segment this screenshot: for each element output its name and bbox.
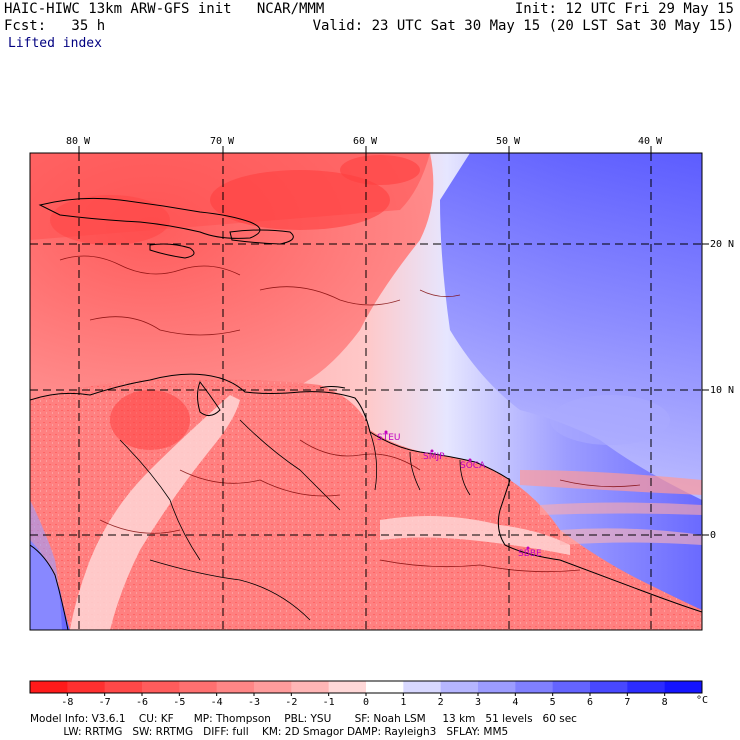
colorbar-swatch: [366, 681, 404, 693]
site-label: SOCA: [460, 461, 486, 471]
colorbar-swatch: [179, 681, 218, 693]
colorbar-label: -5: [173, 697, 186, 708]
colorbar-swatch: [67, 681, 106, 693]
graticule: [30, 153, 702, 630]
colorbar-label: 5: [549, 697, 556, 708]
lon-label: 70 W: [210, 136, 235, 147]
colorbar-swatch: [478, 681, 516, 693]
colorbar-label: 1: [400, 697, 407, 708]
init-time: Init: 12 UTC Fri 29 May 15: [514, 1, 734, 17]
site-marker: [526, 546, 530, 550]
forecast-hour: Fcst: 35 h: [4, 18, 106, 34]
axis-ticks: [78, 146, 709, 536]
colorbar-label: 4: [512, 697, 519, 708]
site-marker: [384, 430, 388, 434]
colorbar-label: -8: [61, 697, 74, 708]
coastlines: [30, 197, 702, 630]
colorbar-swatch: [664, 681, 703, 693]
country-borders: [119, 419, 471, 621]
model-info-line1: Model Info: V3.6.1 CU: KF MP: Thompson P…: [30, 713, 577, 725]
colorbar-label: -6: [135, 697, 149, 708]
colorbar-swatch: [627, 681, 666, 693]
colorbar-label: 7: [624, 697, 631, 708]
model-title: HAIC-HIWC 13km ARW-GFS init NCAR/MMM: [4, 1, 325, 17]
site-label: SMJP: [423, 452, 445, 462]
colorbar-label: 0: [362, 697, 370, 708]
colorbar-swatch: [254, 681, 292, 693]
colorbar-label: -2: [285, 697, 298, 708]
lon-label: 50 W: [496, 136, 521, 147]
site-label: SBBE: [518, 549, 542, 559]
colorbar-label: 2: [437, 697, 444, 708]
colorbar-label: 3: [474, 697, 482, 708]
colorbar: [29, 680, 703, 696]
lon-label: 40 W: [638, 136, 663, 147]
lat-label: 20 N: [710, 239, 734, 250]
colorbar-label: 8: [661, 697, 668, 708]
colorbar-label: -3: [247, 697, 261, 708]
lon-label: 60 W: [353, 136, 378, 147]
colorbar-swatch: [440, 681, 479, 693]
colorbar-swatch: [291, 681, 330, 693]
colorbar-swatch: [216, 681, 255, 693]
site-marker: [430, 449, 434, 453]
colorbar-swatch: [403, 681, 442, 693]
lat-label: 0: [710, 530, 716, 541]
site-label: STEU: [377, 433, 400, 443]
colorbar-swatch: [142, 681, 180, 693]
li-contours: [59, 255, 641, 573]
colorbar-swatch: [515, 681, 554, 693]
valid-time: Valid: 23 UTC Sat 30 May 15 (20 LST Sat …: [312, 18, 734, 34]
colorbar-swatch: [30, 681, 68, 693]
colorbar-label: -7: [98, 697, 111, 708]
colorbar-label: -4: [210, 697, 223, 708]
field-name: Lifted index: [8, 36, 102, 51]
colorbar-label: 6: [586, 697, 594, 708]
colorbar-swatch: [104, 681, 143, 693]
model-info-line2: LW: RRTMG SW: RRTMG DIFF: full KM: 2D Sm…: [30, 726, 509, 738]
colorbar-label: -1: [322, 697, 335, 708]
site-marker: [468, 458, 472, 462]
lat-label: 10 N: [710, 385, 734, 396]
colorbar-swatch: [552, 681, 591, 693]
colorbar-unit: °C: [695, 695, 709, 706]
lon-label: 80 W: [66, 136, 91, 147]
colorbar-swatch: [328, 681, 367, 693]
colorbar-swatch: [590, 681, 628, 693]
